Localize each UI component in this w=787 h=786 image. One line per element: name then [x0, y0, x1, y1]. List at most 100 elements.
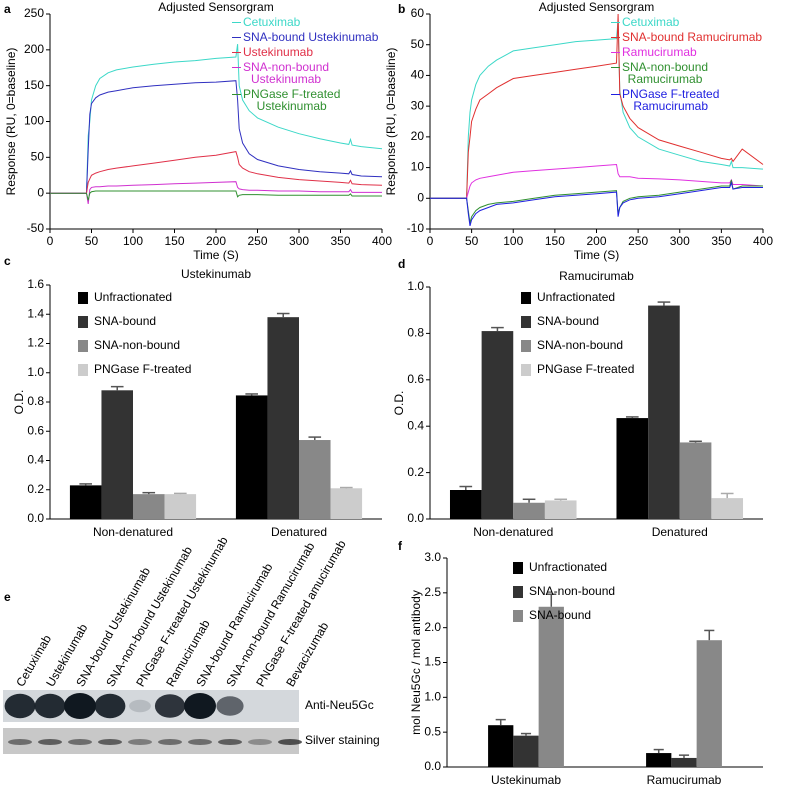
y-axis-label: O.D. — [12, 390, 26, 415]
y-tick-label: 0.4 — [407, 418, 424, 432]
band — [4, 693, 36, 719]
y-tick-label: 0.2 — [407, 465, 424, 479]
bar — [696, 640, 722, 767]
x-tick-label: Denatured — [652, 525, 708, 539]
legend-label: PNGase F-treated Ramucirumab — [622, 87, 720, 113]
bar — [164, 494, 197, 519]
band — [8, 739, 32, 745]
legend-label: SNA-non-bound — [537, 338, 623, 352]
x-tick-label: 0 — [47, 234, 54, 248]
y-tick-label: 50 — [411, 37, 425, 51]
bar — [513, 735, 539, 767]
x-tick-label: 0 — [427, 234, 434, 248]
error-bar — [79, 483, 92, 486]
band — [154, 694, 186, 718]
y-tick-label: 0.0 — [27, 511, 44, 525]
legend-swatch — [611, 22, 620, 23]
bar — [235, 395, 268, 519]
legend-item: Ustekinumab — [232, 46, 378, 58]
legend-label: PNGase F-treated — [94, 362, 191, 376]
y-tick-label: -10 — [407, 221, 425, 235]
bar — [101, 390, 133, 519]
error-bar — [653, 748, 664, 754]
error-bar — [142, 491, 156, 495]
legend-item: PNGase F-treated Ustekinumab — [232, 88, 378, 112]
chart-title: Adjusted Sensorgram — [539, 0, 654, 14]
chart-title: Ustekinumab — [181, 267, 251, 281]
bar — [267, 317, 299, 519]
y-tick-label: 0 — [37, 185, 44, 199]
legend-label: PNGase F-treated Ustekinumab — [243, 87, 341, 113]
y-axis-label: Response (RU, 0=baseline) — [4, 48, 18, 196]
legend-swatch — [78, 292, 88, 304]
legend-label: Cetuximab — [243, 15, 301, 29]
legend-item: SNA-bound Ramucirumab — [611, 31, 762, 43]
y-tick-label: 0.4 — [27, 453, 44, 467]
y-tick-label: -50 — [27, 221, 45, 235]
band — [129, 699, 151, 713]
legend-item: Cetuximab — [611, 16, 762, 28]
legend-label: SNA-bound — [537, 314, 599, 328]
bar — [449, 490, 482, 519]
bar — [133, 494, 165, 519]
legend-label: SNA-bound — [529, 608, 591, 622]
y-tick-label: 0.2 — [27, 482, 44, 496]
y-tick-label: 1.2 — [27, 336, 44, 350]
panel-label: e — [4, 590, 11, 604]
legend: Cetuximab SNA-bound Ramucirumab Ramuciruma… — [611, 16, 762, 115]
y-tick-label: 30 — [411, 98, 425, 112]
y-tick-label: 0.6 — [407, 372, 424, 386]
y-tick-label: 0.8 — [407, 326, 424, 340]
x-tick-label: Non-denatured — [473, 525, 553, 539]
legend-label: Ramucirumab — [622, 45, 697, 59]
x-tick-label: 350 — [330, 234, 350, 248]
error-bar — [459, 485, 473, 490]
y-tick-label: 1.0 — [407, 279, 424, 293]
legend-label: Cetuximab — [622, 15, 680, 29]
error-bar — [340, 486, 353, 489]
band — [216, 696, 244, 716]
series-line — [430, 179, 763, 224]
error-bar — [689, 440, 702, 443]
legend-label: SNA-non-bound Ramucirumab — [622, 60, 709, 86]
y-tick-label: 10 — [411, 160, 425, 174]
y-tick-label: 0.0 — [407, 511, 424, 525]
error-bar — [174, 492, 187, 495]
band — [158, 739, 182, 745]
band — [248, 739, 272, 745]
bar — [69, 485, 102, 519]
x-tick-label: 250 — [247, 234, 267, 248]
y-tick-label: 100 — [24, 114, 44, 128]
band — [188, 739, 212, 745]
y-tick-label: 0.8 — [27, 394, 44, 408]
x-tick-label: Denatured — [271, 525, 327, 539]
bar — [488, 725, 514, 767]
legend-label: SNA-bound Ramucirumab — [622, 30, 763, 44]
error-bar — [704, 629, 715, 641]
error-bar — [495, 718, 506, 726]
legend-swatch — [232, 37, 241, 38]
band — [184, 693, 216, 719]
error-bar — [308, 436, 322, 441]
band — [128, 739, 152, 745]
legend-item: PNGase F-treated Ramucirumab — [611, 88, 762, 112]
legend-label: SNA-non-bound Ustekinumab — [243, 60, 330, 86]
chart-title: Adjusted Sensorgram — [158, 0, 273, 14]
chart-title: Ramucirumab — [559, 269, 634, 283]
legend-label: PNGase F-treated — [537, 362, 634, 376]
legend-label: SNA-non-bound — [94, 338, 180, 352]
x-tick-label: Ramucirumab — [647, 773, 722, 786]
band — [64, 693, 96, 719]
error-bar — [625, 416, 639, 419]
y-tick-label: 3.0 — [424, 550, 441, 564]
x-axis-label: Time (S) — [193, 248, 239, 262]
error-bar — [491, 326, 504, 332]
legend-label: Unfractionated — [537, 290, 615, 304]
series-line — [430, 13, 764, 199]
y-tick-label: 1.5 — [424, 655, 441, 669]
y-tick-label: 200 — [24, 42, 44, 56]
y-tick-label: 0.0 — [424, 759, 441, 773]
bar — [671, 757, 697, 767]
x-tick-label: 300 — [289, 234, 309, 248]
